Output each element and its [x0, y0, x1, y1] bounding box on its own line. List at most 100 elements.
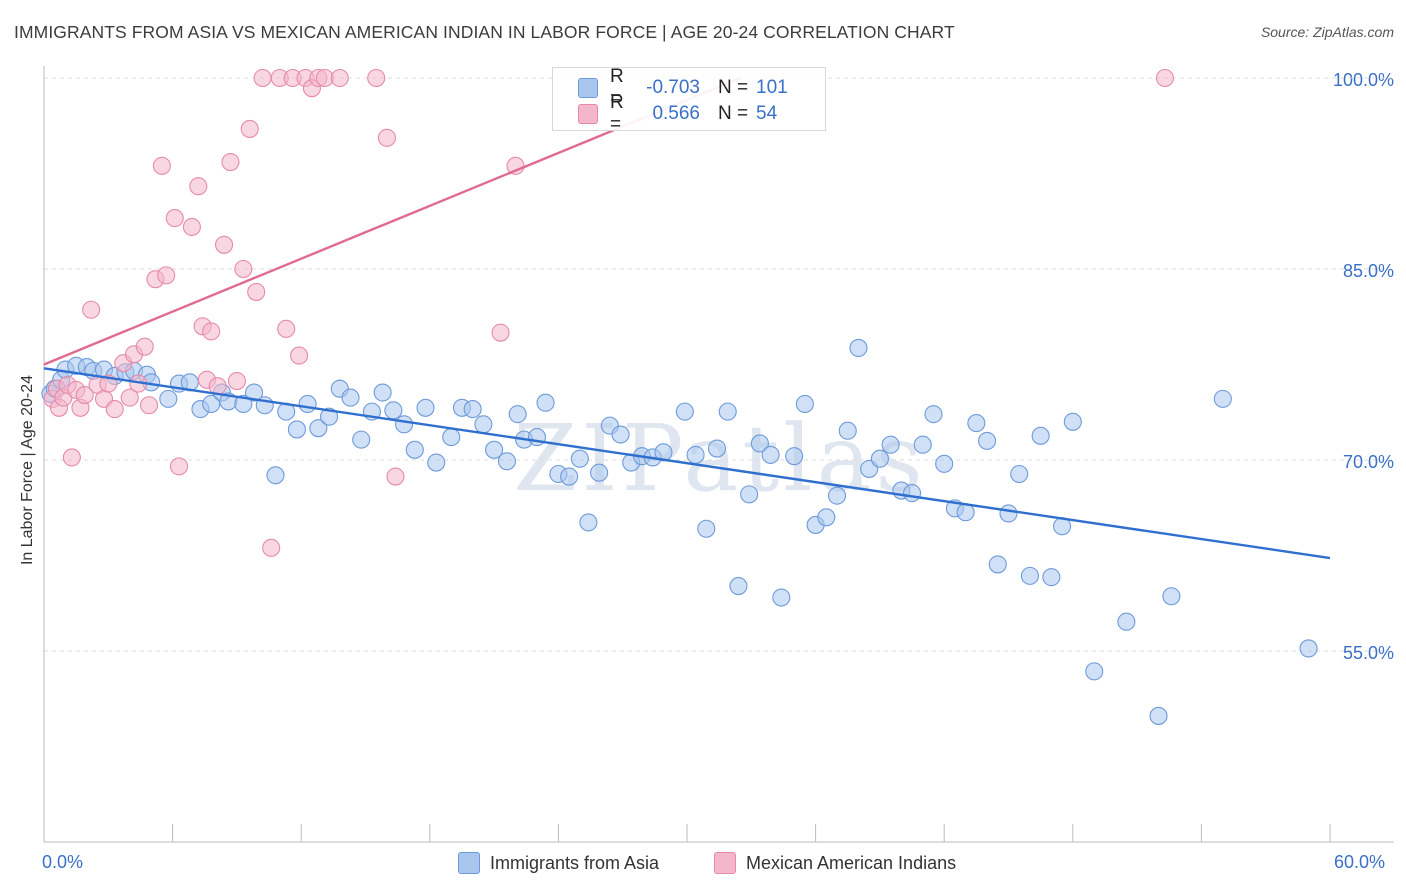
mexican-point: [82, 300, 101, 319]
asia-point: [474, 415, 493, 434]
mexican-point: [277, 319, 296, 338]
x-max-label: 60.0%: [1334, 852, 1386, 872]
asia-point: [967, 414, 986, 433]
asia-point: [320, 407, 339, 426]
legend-n-label: N =: [718, 103, 749, 124]
mexican-point: [315, 68, 334, 88]
asia-point: [827, 486, 847, 505]
asia-point: [1042, 568, 1061, 587]
mexican-point: [214, 235, 234, 254]
mexican-point: [165, 209, 184, 228]
legend-r-value: 0.566: [652, 103, 700, 124]
mexican-point: [221, 152, 240, 172]
asia-point: [785, 447, 804, 466]
asia-point: [1117, 612, 1136, 631]
asia-point: [497, 452, 517, 471]
mexican-point: [240, 119, 259, 138]
asia-point: [913, 435, 932, 454]
asia-point: [352, 430, 371, 449]
asia-point: [309, 419, 328, 438]
asia-point: [234, 394, 253, 414]
mexican-point: [247, 282, 266, 301]
mexican-point: [1155, 68, 1175, 88]
asia-point: [999, 504, 1018, 523]
legend-row-mexican: R = 0.566 N = 54: [553, 92, 825, 135]
x-min-label: 0.0%: [42, 852, 84, 872]
asia-point: [838, 421, 857, 440]
mexican-point: [290, 346, 309, 365]
mexican-point: [234, 259, 253, 279]
pink-swatch-icon: [714, 852, 736, 874]
asia-point: [902, 484, 922, 503]
asia-point: [570, 449, 589, 468]
mexican-point: [152, 156, 171, 175]
asia-point: [1213, 389, 1232, 408]
y-tick-label: 100.0%: [1333, 70, 1394, 90]
asia-point: [988, 555, 1007, 574]
asia-point: [298, 394, 317, 414]
asia-point: [1162, 587, 1181, 606]
asia-point: [427, 453, 446, 472]
bottom-legend-asia-label: Immigrants from Asia: [490, 852, 660, 873]
mexican-point: [202, 322, 221, 341]
correlation-legend: R = -0.703 N = 101 R = 0.566 N = 54: [552, 66, 826, 135]
legend-n-label: N =: [718, 77, 749, 98]
asia-point: [384, 401, 403, 420]
mexican-point: [157, 266, 176, 285]
asia-point: [579, 513, 598, 532]
asia-point: [978, 431, 997, 450]
asia-point: [159, 389, 178, 408]
y-tick-label: 70.0%: [1343, 452, 1394, 472]
asia-point: [881, 435, 900, 454]
mexican-point: [189, 177, 208, 196]
legend-n-value: 54: [756, 103, 778, 124]
asia-point: [560, 467, 579, 486]
asia-point: [463, 400, 482, 419]
mexican-point: [169, 457, 189, 476]
asia-point: [750, 434, 769, 453]
legend-row-asia: R = -0.703 N = 101: [553, 66, 825, 109]
mexican-point: [386, 467, 405, 486]
legend-r-value: -0.703: [646, 77, 700, 98]
mexican-point: [139, 396, 159, 415]
asia-point: [1020, 566, 1039, 585]
asia-point: [870, 449, 889, 468]
legend-r-label: R =: [610, 66, 624, 109]
mexican-point: [62, 448, 81, 467]
blue-swatch-icon: [578, 78, 598, 98]
asia-point: [373, 383, 392, 402]
mexican-point: [367, 68, 386, 88]
asia-point: [508, 405, 527, 424]
asia-point: [718, 402, 737, 421]
bottom-legend-mexican-label: Mexican American Indians: [746, 852, 957, 873]
asia-point: [849, 338, 868, 357]
asia-point: [405, 440, 424, 459]
asia-point: [707, 439, 727, 458]
bottom-legend-mexican[interactable]: Mexican American Indians: [714, 852, 956, 874]
asia-point: [395, 415, 414, 434]
y-tick-label: 55.0%: [1343, 643, 1394, 663]
asia-point: [611, 425, 630, 444]
asia-point: [729, 577, 748, 596]
asia-point: [697, 519, 716, 538]
chart-title: IMMIGRANTS FROM ASIA VS MEXICAN AMERICAN…: [14, 22, 955, 42]
y-tick-label: 85.0%: [1343, 261, 1394, 281]
pink-swatch-icon: [578, 104, 598, 124]
asia-point: [795, 394, 814, 414]
mexican-point: [227, 372, 246, 391]
mexican-point: [262, 538, 281, 557]
asia-point: [761, 445, 780, 464]
mexican-point: [75, 386, 94, 405]
blue-swatch-icon: [458, 852, 480, 874]
asia-point: [686, 445, 705, 464]
asia-point: [675, 402, 694, 421]
mexican-point: [105, 400, 124, 419]
legend-r-label: R =: [610, 92, 624, 135]
mexican-point: [120, 388, 139, 407]
bottom-legend-asia[interactable]: Immigrants from Asia: [458, 852, 659, 874]
asia-point: [244, 383, 264, 402]
asia-point: [442, 428, 461, 447]
asia-point: [266, 466, 285, 485]
asia-point: [416, 398, 435, 417]
mexican-point: [135, 337, 154, 356]
